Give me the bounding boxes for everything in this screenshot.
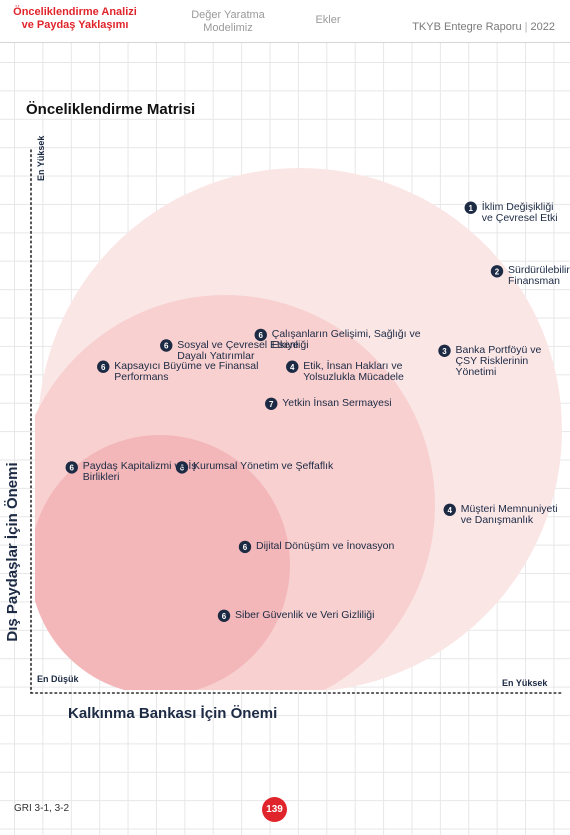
topic-badge xyxy=(254,328,267,342)
topic-marker: 6 xyxy=(217,609,231,622)
topic-label: Sürdürülebilir Finansman xyxy=(508,264,570,288)
topic-label: Sosyal ve Çevresel Etkiye Dayalı Yatırım… xyxy=(177,338,299,362)
topic-badge xyxy=(97,360,110,373)
topic-marker: 2 xyxy=(490,265,504,278)
topic-badge-number: 6 xyxy=(101,363,106,372)
topic-marker: 3 xyxy=(438,344,451,357)
topic-marker: 6 xyxy=(97,360,110,373)
y-axis-title: Dış Paydaşlar İçin Önemi xyxy=(4,462,21,642)
topic-label: Dijital Dönüşüm ve İnovasyon xyxy=(256,539,395,552)
topic-label: Paydaş Kapitalizmi ve İş Birlikleri xyxy=(82,460,197,484)
topic-marker: 6 xyxy=(238,540,252,554)
topic-badge-number: 3 xyxy=(442,347,447,356)
nav-link-appendix[interactable]: Ekler xyxy=(315,14,341,26)
topic-label: Çalışanların Gelişimi, Sağlığı ve Esenli… xyxy=(271,327,421,351)
report-title: TKYB Entegre Raporu | 2022 xyxy=(395,21,555,34)
topic-badge xyxy=(238,540,252,554)
topic-label: Yetkin İnsan Sermayesi xyxy=(282,396,392,409)
topic-marker: 7 xyxy=(265,397,278,410)
nav-link-value-model[interactable]: Değer Yaratma Modelimiz xyxy=(191,9,265,34)
topic-badge-number: 6 xyxy=(243,543,248,552)
topic-badge xyxy=(217,609,231,622)
y-axis-max-label: En Yüksek xyxy=(36,135,46,181)
topic-badge xyxy=(443,503,456,516)
x-axis-title: Kalkınma Bankası İçin Önemi xyxy=(68,705,278,722)
page-number: 139 xyxy=(262,797,287,822)
topic-badge-number: 6 xyxy=(180,464,185,473)
topic-marker: 6 xyxy=(160,339,173,352)
title-separator: | xyxy=(524,21,528,33)
topic-badge-number: 6 xyxy=(259,331,264,340)
topic-label: Kurumsal Yönetim ve Şeffaflık xyxy=(193,460,334,473)
topic-marker: 1 xyxy=(464,201,477,214)
topic-marker: 4 xyxy=(443,503,456,516)
topic-marker: 6 xyxy=(175,461,189,474)
chart-axes xyxy=(30,149,563,694)
header-divider xyxy=(0,42,570,43)
report-year: 2022 xyxy=(530,21,555,33)
topic-badge-number: 6 xyxy=(222,612,227,621)
topic-badge xyxy=(490,265,504,278)
topic-badge xyxy=(464,201,477,214)
topic-label: İklim Değişikliği ve Çevresel Etki xyxy=(481,200,558,224)
topic-badge xyxy=(438,344,451,357)
topic-badge-number: 7 xyxy=(269,400,274,409)
topic-badge-number: 6 xyxy=(164,342,169,351)
topic-badge xyxy=(175,461,189,474)
zone-circle-inner xyxy=(35,435,290,690)
priority-circles xyxy=(35,168,562,690)
report-name: TKYB Entegre Raporu xyxy=(412,21,522,33)
topic-label: Siber Güvenlik ve Veri Gizliliği xyxy=(235,608,375,621)
page-title: Önceliklendirme Matrisi xyxy=(26,101,196,118)
topic-badge-number: 4 xyxy=(290,363,295,372)
axis-min-label: En Düşük xyxy=(37,674,79,684)
topic-badge xyxy=(160,339,173,352)
x-axis-max-label: En Yüksek xyxy=(502,678,548,688)
topic-badge-number: 2 xyxy=(495,268,500,277)
topic-label: Müşteri Memnuniyeti ve Danışmanlık xyxy=(460,502,558,526)
topic-badge xyxy=(286,360,299,373)
nav-link-materiality[interactable]: Önceliklendirme Analizi ve Paydaş Yaklaş… xyxy=(13,6,137,31)
topic-marker: 4 xyxy=(286,360,299,373)
topic-badge-number: 4 xyxy=(448,506,453,515)
topic-badge xyxy=(65,461,78,474)
topic-markers: 1 2 3 6 4 6 6 7 6 6 4 6 6 xyxy=(65,201,504,622)
topic-marker: 6 xyxy=(65,461,78,474)
topic-label: Kapsayıcı Büyüme ve Finansal Performans xyxy=(114,359,259,383)
gri-reference: GRI 3-1, 3-2 xyxy=(14,803,70,814)
topic-label: Etik, İnsan Hakları ve Yolsuzlukla Mücad… xyxy=(303,359,404,383)
topic-label: Banka Portföyü ve ÇSY Risklerinin Yöneti… xyxy=(455,343,542,378)
topic-badge-number: 1 xyxy=(469,204,474,213)
topic-badge-number: 6 xyxy=(70,464,75,473)
topic-marker: 6 xyxy=(254,328,267,342)
topic-badge xyxy=(265,397,278,410)
